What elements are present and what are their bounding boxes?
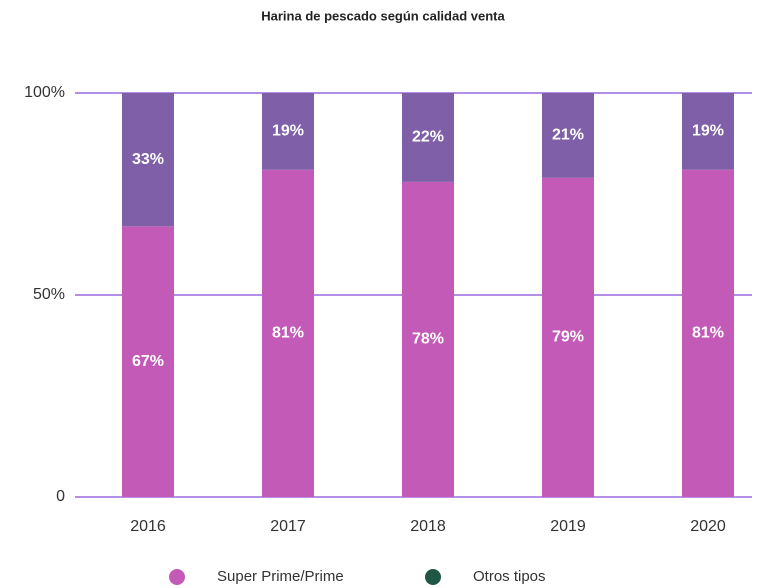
bar-segment xyxy=(682,169,734,497)
x-tick-label: 2017 xyxy=(270,518,306,535)
data-label: 79% xyxy=(552,329,584,346)
data-label: 19% xyxy=(272,123,304,140)
bar-segment xyxy=(402,181,454,497)
legend-label: Super Prime/Prime xyxy=(217,568,344,585)
x-tick-label: 2016 xyxy=(130,518,166,535)
legend-marker xyxy=(425,569,441,585)
y-tick-label: 50% xyxy=(33,286,65,303)
data-label: 22% xyxy=(412,129,444,146)
bar-segment xyxy=(682,93,734,170)
bar-segment xyxy=(122,226,174,497)
y-tick-label: 100% xyxy=(24,84,65,101)
x-tick-label: 2020 xyxy=(690,518,726,535)
x-tick-label: 2019 xyxy=(550,518,586,535)
data-label: 67% xyxy=(132,353,164,370)
data-label: 33% xyxy=(132,151,164,168)
bar-segment xyxy=(542,177,594,497)
legend-marker xyxy=(169,569,185,585)
data-label: 78% xyxy=(412,331,444,348)
y-tick-label: 0 xyxy=(56,488,65,505)
bar-segment xyxy=(542,93,594,178)
data-label: 81% xyxy=(272,325,304,342)
bar-segment xyxy=(402,93,454,182)
bar-segment xyxy=(262,93,314,170)
bar-segment xyxy=(122,93,174,227)
chart-title: Harina de pescado según calidad venta xyxy=(261,8,505,23)
x-tick-label: 2018 xyxy=(410,518,446,535)
bar-segment xyxy=(262,169,314,497)
legend-label: Otros tipos xyxy=(473,568,546,585)
data-label: 81% xyxy=(692,325,724,342)
data-label: 19% xyxy=(692,123,724,140)
data-label: 21% xyxy=(552,127,584,144)
